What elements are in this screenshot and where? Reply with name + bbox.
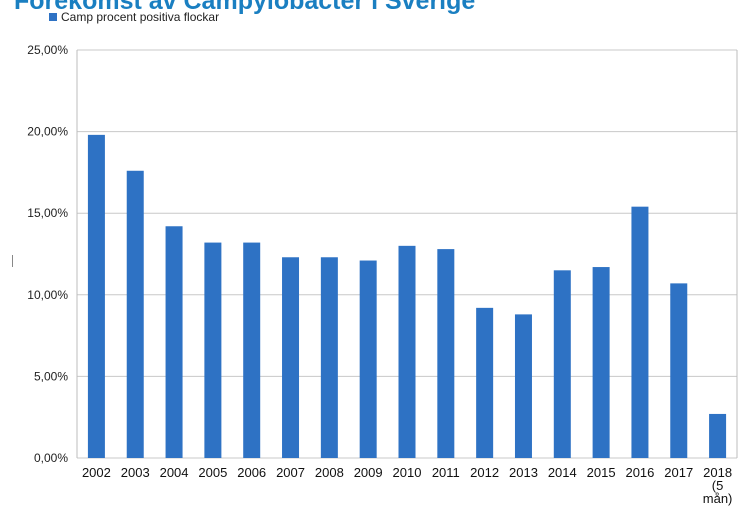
- x-tick-label: 2003: [121, 465, 150, 480]
- x-tick-label: 2010: [393, 465, 422, 480]
- chart-title: Förekomst av Campylobacter i Sverige: [14, 0, 476, 15]
- y-tick-label: 0,00%: [34, 451, 68, 465]
- x-tick-label: 2017: [664, 465, 693, 480]
- bar: [709, 413, 727, 458]
- x-tick-label: 2018 (5 mån): [703, 465, 733, 506]
- y-tick-label: 20,00%: [27, 125, 68, 139]
- bar: [165, 226, 183, 458]
- x-tick-label: 2013: [509, 465, 538, 480]
- y-tick-label: 25,00%: [27, 43, 68, 57]
- x-tick-label: 2006: [237, 465, 266, 480]
- bar: [282, 257, 300, 458]
- bar: [592, 267, 610, 458]
- bar: [243, 242, 261, 458]
- x-tick-label: 2016: [625, 465, 654, 480]
- bar: [670, 283, 688, 458]
- x-tick-label: 2007: [276, 465, 305, 480]
- bar: [320, 257, 338, 458]
- x-tick-label: 2004: [160, 465, 189, 480]
- bar: [476, 307, 494, 458]
- bar: [359, 260, 377, 458]
- bar: [87, 134, 105, 458]
- x-tick-label: 2005: [198, 465, 227, 480]
- legend-swatch: [49, 13, 57, 21]
- bar: [631, 206, 649, 458]
- bar: [553, 270, 571, 458]
- x-tick-label: 2008: [315, 465, 344, 480]
- bar: [204, 242, 222, 458]
- x-tick-label: 2002: [82, 465, 111, 480]
- x-tick-label: 2012: [470, 465, 499, 480]
- side-tick-mark: [12, 255, 13, 267]
- legend-label: Camp procent positiva flockar: [61, 10, 220, 24]
- y-tick-label: 15,00%: [27, 206, 68, 220]
- bar: [514, 314, 532, 458]
- bar: [126, 170, 144, 458]
- legend: Camp procent positiva flockar: [49, 10, 219, 24]
- x-tick-label: 2015: [587, 465, 616, 480]
- bar: [437, 249, 455, 458]
- x-tick-label: 2009: [354, 465, 383, 480]
- x-tick-label: 2014: [548, 465, 577, 480]
- y-tick-label: 10,00%: [27, 288, 68, 302]
- x-tick-label: 2011: [432, 465, 460, 480]
- bar: [398, 245, 416, 458]
- y-tick-label: 5,00%: [34, 369, 68, 383]
